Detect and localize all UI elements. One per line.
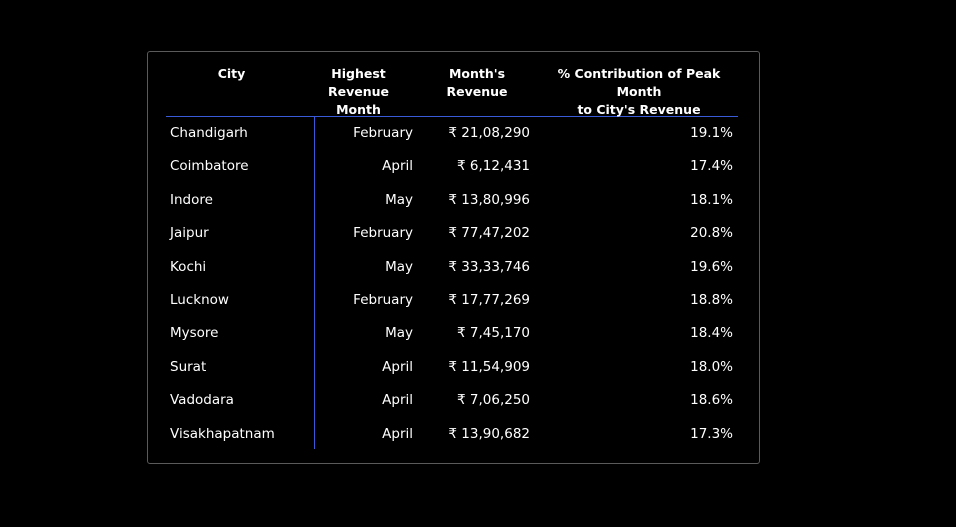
table-body: Chandigarh February ₹ 21,08,290 19.1% Co…: [166, 117, 738, 451]
cell-city: Lucknow: [170, 291, 229, 308]
table-row[interactable]: Jaipur February ₹ 77,47,202 20.8%: [166, 217, 738, 250]
cell-month: April: [382, 358, 413, 375]
cell-city: Chandigarh: [170, 125, 248, 141]
cell-month: May: [385, 325, 413, 342]
cell-revenue: ₹ 77,47,202: [448, 225, 530, 242]
cell-month: February: [353, 125, 413, 141]
cell-revenue: ₹ 17,77,269: [448, 291, 530, 308]
cell-pct: 17.3%: [690, 425, 733, 442]
cell-city: Vadodara: [170, 392, 234, 409]
cell-month: April: [382, 158, 413, 175]
revenue-table: City Highest Revenue Month Month's Reven…: [166, 52, 738, 449]
column-header-revenue-label: Month's Revenue: [446, 66, 508, 99]
cell-month: February: [353, 291, 413, 308]
cell-city: Indore: [170, 191, 213, 208]
cell-pct: 18.4%: [690, 325, 733, 342]
cell-pct: 18.1%: [690, 191, 733, 208]
cell-month: April: [382, 425, 413, 442]
table-visual-card: City Highest Revenue Month Month's Reven…: [147, 51, 760, 464]
column-header-month-line2: Month: [336, 102, 381, 117]
column-header-city-label: City: [217, 66, 246, 81]
cell-revenue: ₹ 7,45,170: [457, 325, 530, 342]
cell-month: April: [382, 392, 413, 409]
table-row[interactable]: Lucknow February ₹ 17,77,269 18.8%: [166, 284, 738, 317]
cell-pct: 18.8%: [690, 291, 733, 308]
cell-pct: 20.8%: [690, 225, 733, 242]
cell-month: May: [385, 191, 413, 208]
table-header: City Highest Revenue Month Month's Reven…: [166, 52, 738, 117]
column-header-months-revenue[interactable]: Month's Revenue: [419, 65, 535, 101]
column-header-highest-revenue-month[interactable]: Highest Revenue Month: [303, 65, 414, 119]
table-row[interactable]: Visakhapatnam April ₹ 13,90,682 17.3%: [166, 418, 738, 451]
table-row[interactable]: Surat April ₹ 11,54,909 18.0%: [166, 351, 738, 384]
cell-revenue: ₹ 6,12,431: [457, 158, 530, 175]
row-header-divider: [314, 117, 315, 449]
table-row[interactable]: Mysore May ₹ 7,45,170 18.4%: [166, 317, 738, 350]
cell-revenue: ₹ 7,06,250: [457, 392, 530, 409]
cell-revenue: ₹ 33,33,746: [448, 258, 530, 275]
cell-city: Kochi: [170, 258, 207, 275]
cell-revenue: ₹ 11,54,909: [448, 358, 530, 375]
cell-city: Mysore: [170, 325, 219, 342]
cell-pct: 18.6%: [690, 392, 733, 409]
column-header-month-line1: Highest Revenue: [327, 66, 389, 99]
table-row[interactable]: Kochi May ₹ 33,33,746 19.6%: [166, 251, 738, 284]
cell-revenue: ₹ 13,80,996: [448, 191, 530, 208]
cell-city: Coimbatore: [170, 158, 249, 175]
column-header-pct-line2: to City's Revenue: [577, 102, 701, 117]
cell-month: February: [353, 225, 413, 242]
cell-pct: 17.4%: [690, 158, 733, 175]
cell-pct: 19.1%: [690, 125, 733, 141]
column-header-city[interactable]: City: [166, 65, 297, 83]
cell-revenue: ₹ 21,08,290: [448, 125, 530, 141]
cell-pct: 19.6%: [690, 258, 733, 275]
table-row[interactable]: Indore May ₹ 13,80,996 18.1%: [166, 184, 738, 217]
cell-revenue: ₹ 13,90,682: [448, 425, 530, 442]
cell-city: Surat: [170, 358, 207, 375]
table-row[interactable]: Chandigarh February ₹ 21,08,290 19.1%: [166, 117, 738, 150]
cell-month: May: [385, 258, 413, 275]
cell-pct: 18.0%: [690, 358, 733, 375]
cell-city: Jaipur: [170, 225, 209, 242]
column-header-pct-line1: % Contribution of Peak Month: [557, 66, 721, 99]
table-row[interactable]: Coimbatore April ₹ 6,12,431 17.4%: [166, 150, 738, 183]
column-header-pct-contribution[interactable]: % Contribution of Peak Month to City's R…: [539, 65, 739, 119]
table-row[interactable]: Vadodara April ₹ 7,06,250 18.6%: [166, 384, 738, 417]
cell-city: Visakhapatnam: [170, 425, 275, 442]
